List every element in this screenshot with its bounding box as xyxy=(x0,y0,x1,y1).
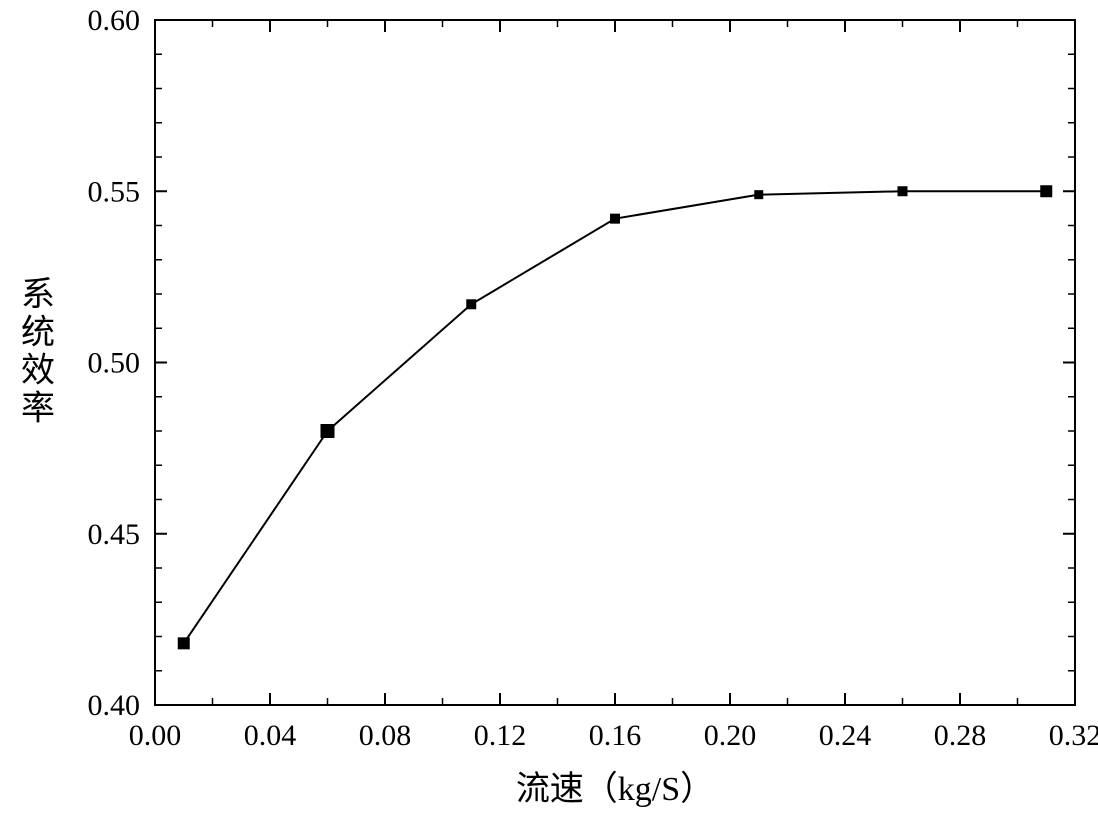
data-marker xyxy=(898,186,908,196)
data-marker xyxy=(178,637,190,649)
svg-text:0.20: 0.20 xyxy=(704,719,757,752)
svg-text:0.40: 0.40 xyxy=(88,689,141,722)
svg-text:0.28: 0.28 xyxy=(934,719,987,752)
plot-frame xyxy=(155,20,1075,705)
x-axis-minor-ticks xyxy=(213,20,1018,705)
svg-text:0.04: 0.04 xyxy=(244,719,297,752)
svg-text:0.60: 0.60 xyxy=(88,4,141,37)
svg-text:0.08: 0.08 xyxy=(359,719,412,752)
svg-text:0.45: 0.45 xyxy=(88,518,141,551)
svg-text:0.55: 0.55 xyxy=(88,175,141,208)
chart-container: 0.00 0.04 0.08 0.12 0.16 0.20 0.24 0.28 0.32 0.4… xyxy=(0,0,1098,832)
data-marker xyxy=(1040,185,1052,197)
y-axis-ticks xyxy=(155,20,1075,705)
y-axis-minor-ticks xyxy=(155,54,1075,671)
data-marker xyxy=(466,299,476,309)
data-markers xyxy=(178,185,1053,649)
svg-text:0.00: 0.00 xyxy=(129,719,182,752)
y-tick-labels: 0.40 0.45 0.50 0.55 0.60 xyxy=(88,4,141,722)
y-axis-label: 系统效率 xyxy=(21,277,55,428)
svg-text:0.24: 0.24 xyxy=(819,719,872,752)
x-tick-labels: 0.00 0.04 0.08 0.12 0.16 0.20 0.24 0.28 0.32 xyxy=(129,719,1098,752)
svg-text:0.16: 0.16 xyxy=(589,719,642,752)
data-line xyxy=(184,191,1047,643)
data-marker xyxy=(321,424,335,438)
data-marker xyxy=(754,190,763,199)
chart-svg: 0.00 0.04 0.08 0.12 0.16 0.20 0.24 0.28 0.32 0.4… xyxy=(0,0,1098,832)
svg-text:0.50: 0.50 xyxy=(88,347,141,380)
svg-text:0.12: 0.12 xyxy=(474,719,527,752)
data-marker xyxy=(610,214,620,224)
x-axis-ticks xyxy=(155,20,1075,705)
svg-text:0.32: 0.32 xyxy=(1049,719,1098,752)
x-axis-label: 流速（kg/S） xyxy=(516,770,714,808)
